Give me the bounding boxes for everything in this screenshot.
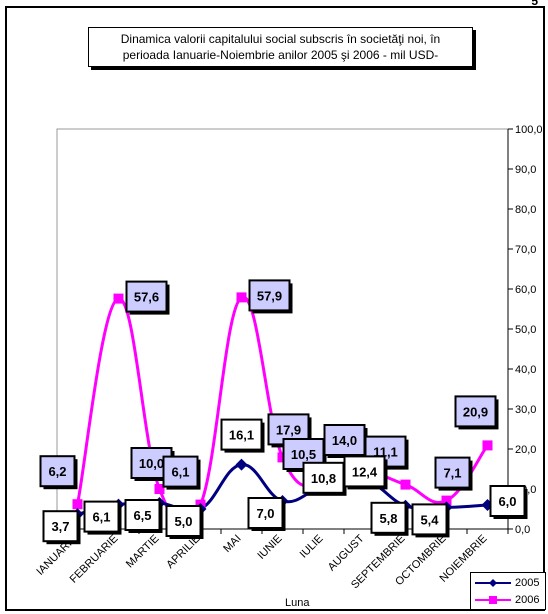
legend-label-2006: 2006 <box>515 594 540 606</box>
data-label-2006-text: 7,1 <box>443 466 461 481</box>
data-label-2006-text: 17,9 <box>276 422 301 437</box>
legend-marker-2006 <box>475 596 511 604</box>
y-tick-label: 90,0 <box>515 164 536 176</box>
data-label-2005: 10,8 <box>302 461 347 496</box>
x-tick-label: IULIE <box>298 533 326 561</box>
data-label-2005-box <box>220 418 263 451</box>
data-label-2005-text: 5,4 <box>420 512 439 527</box>
marker-2006 <box>236 292 247 303</box>
data-label-2005-text: 16,1 <box>229 428 254 443</box>
y-tick-label: 50,0 <box>515 324 536 336</box>
y-tick-label: 20,0 <box>515 444 536 456</box>
data-label-2005-box <box>411 503 448 536</box>
data-label-2006-text: 57,6 <box>134 290 159 305</box>
data-label-2005-text: 5,0 <box>174 514 192 529</box>
data-label-2006: 10,5 <box>282 438 327 472</box>
data-label-2006: 6,2 <box>39 455 78 490</box>
data-label-2005-text: 12,4 <box>352 464 378 479</box>
x-axis-label: Luna <box>285 597 310 609</box>
chart-title-line-1: Dinamica valorii capitalului social subs… <box>120 32 441 46</box>
y-tick-label: 30,0 <box>515 404 536 416</box>
data-label-2006-box <box>125 280 168 313</box>
y-tick-label: 0,0 <box>515 524 530 536</box>
data-label-2005-box <box>302 461 345 494</box>
marker-2006 <box>154 484 165 494</box>
data-label-2005: 5,8 <box>370 501 409 536</box>
corner-text: 5 <box>531 0 538 8</box>
marker-2006 <box>482 440 493 451</box>
data-label-2006: 6,1 <box>162 455 201 490</box>
data-label-2005-text: 3,7 <box>51 519 69 534</box>
data-label-2006-text: 14,0 <box>332 433 357 448</box>
marker-2006 <box>113 293 124 304</box>
marker-2005 <box>235 458 248 471</box>
data-label-2006: 14,0 <box>323 424 368 458</box>
data-label-2006-box <box>162 455 199 488</box>
data-label-2005: 5,4 <box>411 503 450 538</box>
data-label-2006: 20,9 <box>454 395 499 430</box>
y-tick-label: 80,0 <box>515 204 536 216</box>
legend-marker-2005 <box>475 579 511 587</box>
data-label-2006-text: 10,5 <box>291 447 316 462</box>
legend-item-2005: 2005 <box>473 575 539 591</box>
data-label-2006-box <box>434 456 471 489</box>
data-label-2006-text: 10,0 <box>139 456 164 471</box>
data-label-2006-box <box>248 279 291 312</box>
data-label-2005-text: 6,1 <box>92 510 110 525</box>
data-label-2006-text: 57,9 <box>257 288 282 303</box>
data-label-2005-box <box>370 501 407 534</box>
data-label-2005: 6,1 <box>83 500 122 535</box>
data-label-2005-box <box>247 497 284 529</box>
y-tick-label: 60,0 <box>515 284 536 296</box>
data-label-2005-box <box>124 499 161 531</box>
legend-label-2005: 2005 <box>515 577 540 589</box>
data-label-2005-box <box>489 485 526 517</box>
x-tick-label: MAI <box>221 533 243 555</box>
data-label-2006: 57,9 <box>248 279 293 314</box>
legend-item-2006: 2006 <box>473 592 539 608</box>
data-label-2005-box <box>83 500 120 533</box>
data-label-2006-box <box>39 455 76 488</box>
data-label-2005-box <box>165 505 202 537</box>
data-label-2006-text: 6,2 <box>48 464 66 479</box>
chart-title-line-2: perioada Ianuarie-Noiembrie anilor 2005 … <box>122 48 439 62</box>
data-label-2005-text: 10,8 <box>311 471 336 486</box>
x-tick-label: AUGUST <box>326 532 367 573</box>
data-label-2005-box <box>42 510 79 543</box>
data-label-2005: 16,1 <box>220 418 265 453</box>
data-label-2005-text: 7,0 <box>256 506 274 521</box>
legend: 2005 2006 <box>470 572 546 610</box>
data-label-2005: 6,5 <box>124 499 163 533</box>
marker-2006 <box>441 495 452 506</box>
data-label-2005-text: 6,5 <box>133 508 151 523</box>
data-label-2005-text: 5,8 <box>379 511 397 526</box>
marker-2006 <box>400 479 411 490</box>
data-label-2006-box <box>454 395 497 428</box>
data-label-2006: 57,6 <box>125 280 170 315</box>
data-label-2005-text: 6,0 <box>498 494 516 509</box>
data-label-2006-text: 20,9 <box>463 404 488 419</box>
y-tick-label: 40,0 <box>515 364 536 376</box>
marker-2006 <box>72 499 83 510</box>
data-label-2005-box <box>343 455 386 488</box>
x-tick-label: IUNIE <box>255 533 284 562</box>
x-tick-label: MARTIE <box>124 533 162 571</box>
data-label-2005: 3,7 <box>42 510 81 545</box>
data-label-2005: 12,4 <box>343 455 388 490</box>
data-label-2005: 6,0 <box>489 485 528 519</box>
y-tick-label: 70,0 <box>515 244 536 256</box>
data-label-2006-text: 6,1 <box>171 465 189 480</box>
data-label-2006: 7,1 <box>434 456 473 491</box>
y-tick-label: 100,0 <box>515 124 543 136</box>
chart-title: Dinamica valorii capitalului social subs… <box>88 27 473 67</box>
data-label-2005: 7,0 <box>247 497 286 531</box>
data-label-2005: 5,0 <box>165 505 204 539</box>
